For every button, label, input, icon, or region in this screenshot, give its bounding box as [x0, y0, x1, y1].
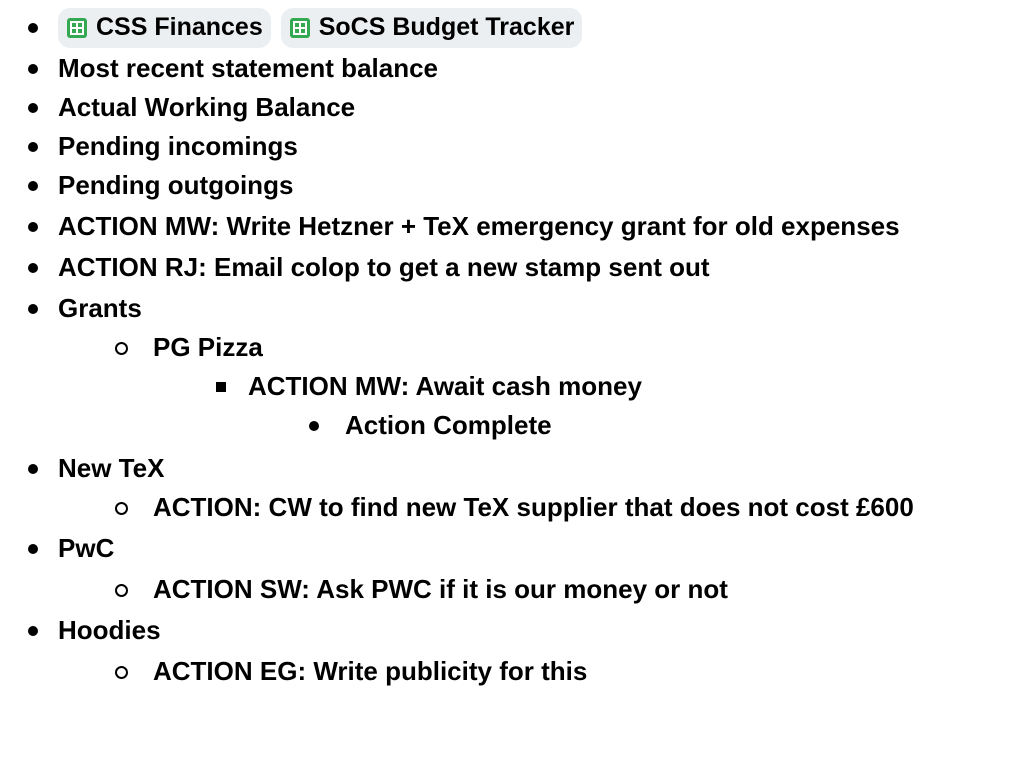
- bullet: [28, 64, 38, 74]
- list-item: ACTION SW: Ask PWC if it is our money or…: [0, 570, 1018, 609]
- list-item: Pending outgoings: [0, 166, 1018, 205]
- list-item: Action Complete: [0, 406, 1018, 445]
- list-item: New TeX: [0, 449, 1018, 488]
- item-text: ACTION SW: Ask PWC if it is our money or…: [153, 574, 728, 604]
- item-text: PG Pizza: [153, 332, 263, 362]
- bullet: [115, 502, 128, 515]
- item-text: ACTION: CW to find new TeX supplier that…: [153, 492, 914, 522]
- bullet: [28, 142, 38, 152]
- bullet: [115, 584, 128, 597]
- bullet: [28, 464, 38, 474]
- list-item: Most recent statement balance: [0, 49, 1018, 88]
- list-item: ACTION MW: Write Hetzner + TeX emergency…: [0, 207, 1018, 246]
- list-item: Pending incomings: [0, 127, 1018, 166]
- item-text: ACTION MW: Write Hetzner + TeX emergency…: [58, 211, 900, 241]
- bullet: [28, 23, 38, 33]
- list-item: ACTION RJ: Email colop to get a new stam…: [0, 248, 1018, 287]
- list-item: PG Pizza: [0, 328, 1018, 367]
- list-item: Actual Working Balance: [0, 88, 1018, 127]
- bullet: [28, 544, 38, 554]
- bullet: [28, 263, 38, 273]
- item-text: Action Complete: [345, 410, 552, 440]
- bullet: [28, 181, 38, 191]
- item-text: ACTION MW: Await cash money: [248, 371, 642, 401]
- item-text: Hoodies: [58, 615, 161, 645]
- item-text: Grants: [58, 293, 142, 323]
- chip-row: CSS Finances SoCS Budget Tracker: [58, 6, 998, 49]
- item-text: Most recent statement balance: [58, 53, 439, 83]
- bullet: [28, 103, 38, 113]
- item-text: New TeX: [58, 453, 165, 483]
- document: CSS Finances SoCS Budget Tracker Most rece…: [0, 6, 1018, 691]
- list-item: CSS Finances SoCS Budget Tracker: [0, 6, 1018, 49]
- file-chip[interactable]: CSS Finances: [58, 7, 271, 48]
- item-text: PwC: [58, 533, 115, 563]
- item-text: Actual Working Balance: [58, 92, 356, 122]
- list-item: Hoodies: [0, 611, 1018, 650]
- item-text: Pending incomings: [58, 131, 298, 161]
- chip-label: SoCS Budget Tracker: [318, 13, 575, 41]
- file-chip[interactable]: SoCS Budget Tracker: [280, 7, 583, 48]
- bullet: [309, 421, 319, 431]
- list-item: PwC: [0, 529, 1018, 568]
- bullet: [115, 666, 128, 679]
- bullet: [28, 626, 38, 636]
- item-text: ACTION RJ: Email colop to get a new stam…: [58, 252, 710, 282]
- list-item: ACTION MW: Await cash money: [0, 367, 1018, 406]
- list-item: ACTION: CW to find new TeX supplier that…: [0, 488, 1018, 527]
- item-text: ACTION EG: Write publicity for this: [153, 656, 588, 686]
- bullet: [28, 304, 38, 314]
- bullet: [28, 222, 38, 232]
- sheets-icon: [67, 17, 87, 38]
- list-item: ACTION EG: Write publicity for this: [0, 652, 1018, 691]
- list-item: Grants: [0, 289, 1018, 328]
- bullet: [115, 342, 128, 355]
- chip-label: CSS Finances: [96, 13, 263, 41]
- sheets-icon: [289, 17, 310, 38]
- item-text: Pending outgoings: [58, 170, 294, 200]
- bullet: [216, 382, 226, 392]
